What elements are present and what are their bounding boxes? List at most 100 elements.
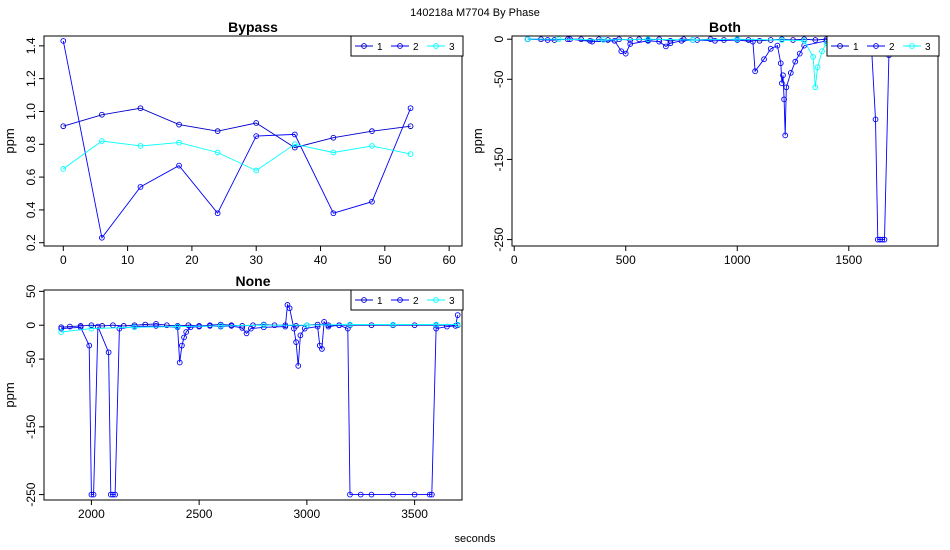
series-point-3 — [217, 323, 224, 329]
series-point-2 — [782, 132, 789, 139]
series-point-3 — [801, 37, 808, 44]
x-tick-label: 500 — [616, 253, 636, 267]
series-point-1 — [291, 144, 298, 151]
x-tick-label: 30 — [250, 253, 264, 267]
series-point-2 — [589, 38, 596, 45]
series-line-1 — [61, 323, 458, 328]
series-point-2 — [282, 323, 289, 330]
series-point-1 — [369, 128, 375, 135]
series-point-2 — [179, 342, 185, 349]
series-point-2 — [544, 37, 551, 43]
series-line-2 — [62, 40, 412, 239]
series-point-3 — [137, 143, 144, 149]
legend-marker-2 — [873, 43, 879, 49]
legend-marker-2 — [397, 43, 403, 49]
y-tick-label: 1.4 — [24, 37, 38, 54]
series-group — [58, 302, 461, 498]
series-point-3 — [60, 166, 67, 172]
series-point-2 — [752, 68, 758, 75]
series-point-3 — [779, 37, 785, 43]
y-tick-label: 0 — [24, 322, 38, 329]
series-point-2 — [663, 43, 669, 50]
series-point-2 — [297, 332, 304, 339]
series-point-2 — [291, 325, 297, 332]
series-point-2 — [86, 342, 93, 349]
series-point-2 — [777, 60, 784, 67]
series-point-3 — [819, 48, 825, 55]
series-point-2 — [325, 323, 332, 330]
series-point-2 — [60, 38, 67, 44]
series-point-2 — [153, 323, 159, 329]
series-point-2 — [872, 116, 879, 123]
chart-title: Both — [709, 19, 741, 35]
chart-title: None — [236, 273, 271, 289]
series-point-2 — [88, 491, 95, 498]
series-point-2 — [176, 359, 183, 366]
x-tick-label: 50 — [378, 253, 392, 267]
series-point-1 — [163, 322, 170, 329]
series-point-3 — [433, 321, 439, 328]
series-point-2 — [622, 50, 629, 57]
series-point-2 — [330, 210, 337, 217]
series-point-3 — [131, 324, 138, 331]
x-tick-label: 2500 — [186, 507, 213, 521]
y-axis-label: ppm — [2, 128, 17, 153]
series-point-3 — [330, 149, 337, 156]
series-point-1 — [812, 37, 819, 43]
legend-marker-3 — [433, 297, 439, 303]
series-point-2 — [767, 45, 774, 52]
series-point-1 — [368, 322, 375, 329]
series-point-1 — [330, 134, 337, 141]
series-point-2 — [433, 325, 439, 332]
y-tick-label: -50 — [492, 70, 506, 88]
legend-label-1: 1 — [377, 296, 383, 307]
series-point-3 — [253, 167, 260, 174]
series-point-2 — [110, 491, 116, 498]
y-tick-label: 1.0 — [24, 103, 38, 120]
x-tick-label: 3500 — [401, 507, 428, 521]
legend: 1 2 3 — [826, 35, 940, 57]
series-point-2 — [314, 323, 321, 330]
y-axis-label: ppm — [470, 128, 485, 153]
series-point-2 — [116, 325, 123, 332]
series-point-2 — [774, 42, 781, 49]
series-point-3 — [689, 37, 696, 43]
series-point-3 — [99, 138, 105, 144]
series-point-2 — [454, 312, 461, 318]
series-point-2 — [321, 318, 327, 325]
series-point-2 — [181, 334, 187, 341]
series-point-3 — [600, 37, 607, 43]
series-point-2 — [783, 84, 790, 91]
y-tick-label: 0.6 — [24, 168, 38, 185]
legend-label-3: 3 — [925, 42, 931, 53]
series-group — [60, 38, 414, 241]
series-point-1 — [756, 37, 763, 44]
chart-2: None ppm 2000 2500 3000 3500 50 0 -50 -150 -250 1 2 3 — [2, 273, 464, 521]
series-group — [524, 36, 919, 243]
x-tick-label: 40 — [314, 253, 328, 267]
plot-frame — [43, 35, 463, 247]
series-point-2 — [678, 37, 685, 44]
series-point-1 — [67, 323, 73, 330]
legend-marker-1 — [361, 43, 367, 49]
legend-label-1: 1 — [377, 42, 383, 53]
figure-xlabel: seconds — [455, 533, 496, 545]
legend-marker-1 — [361, 297, 367, 303]
series-point-3 — [555, 36, 562, 43]
series-point-2 — [347, 491, 353, 498]
series-point-2 — [336, 322, 343, 329]
series-line-2 — [61, 303, 459, 496]
x-tick-label: 20 — [185, 253, 199, 267]
series-point-1 — [407, 123, 414, 130]
series-point-2 — [253, 133, 260, 139]
series-point-3 — [260, 322, 267, 329]
legend-marker-3 — [433, 43, 439, 49]
series-point-1 — [60, 123, 67, 130]
series-point-2 — [214, 210, 221, 217]
series-point-1 — [214, 128, 221, 135]
series-point-2 — [780, 72, 786, 79]
series-point-2 — [107, 491, 114, 498]
series-point-3 — [291, 141, 298, 148]
series-point-2 — [761, 56, 767, 63]
